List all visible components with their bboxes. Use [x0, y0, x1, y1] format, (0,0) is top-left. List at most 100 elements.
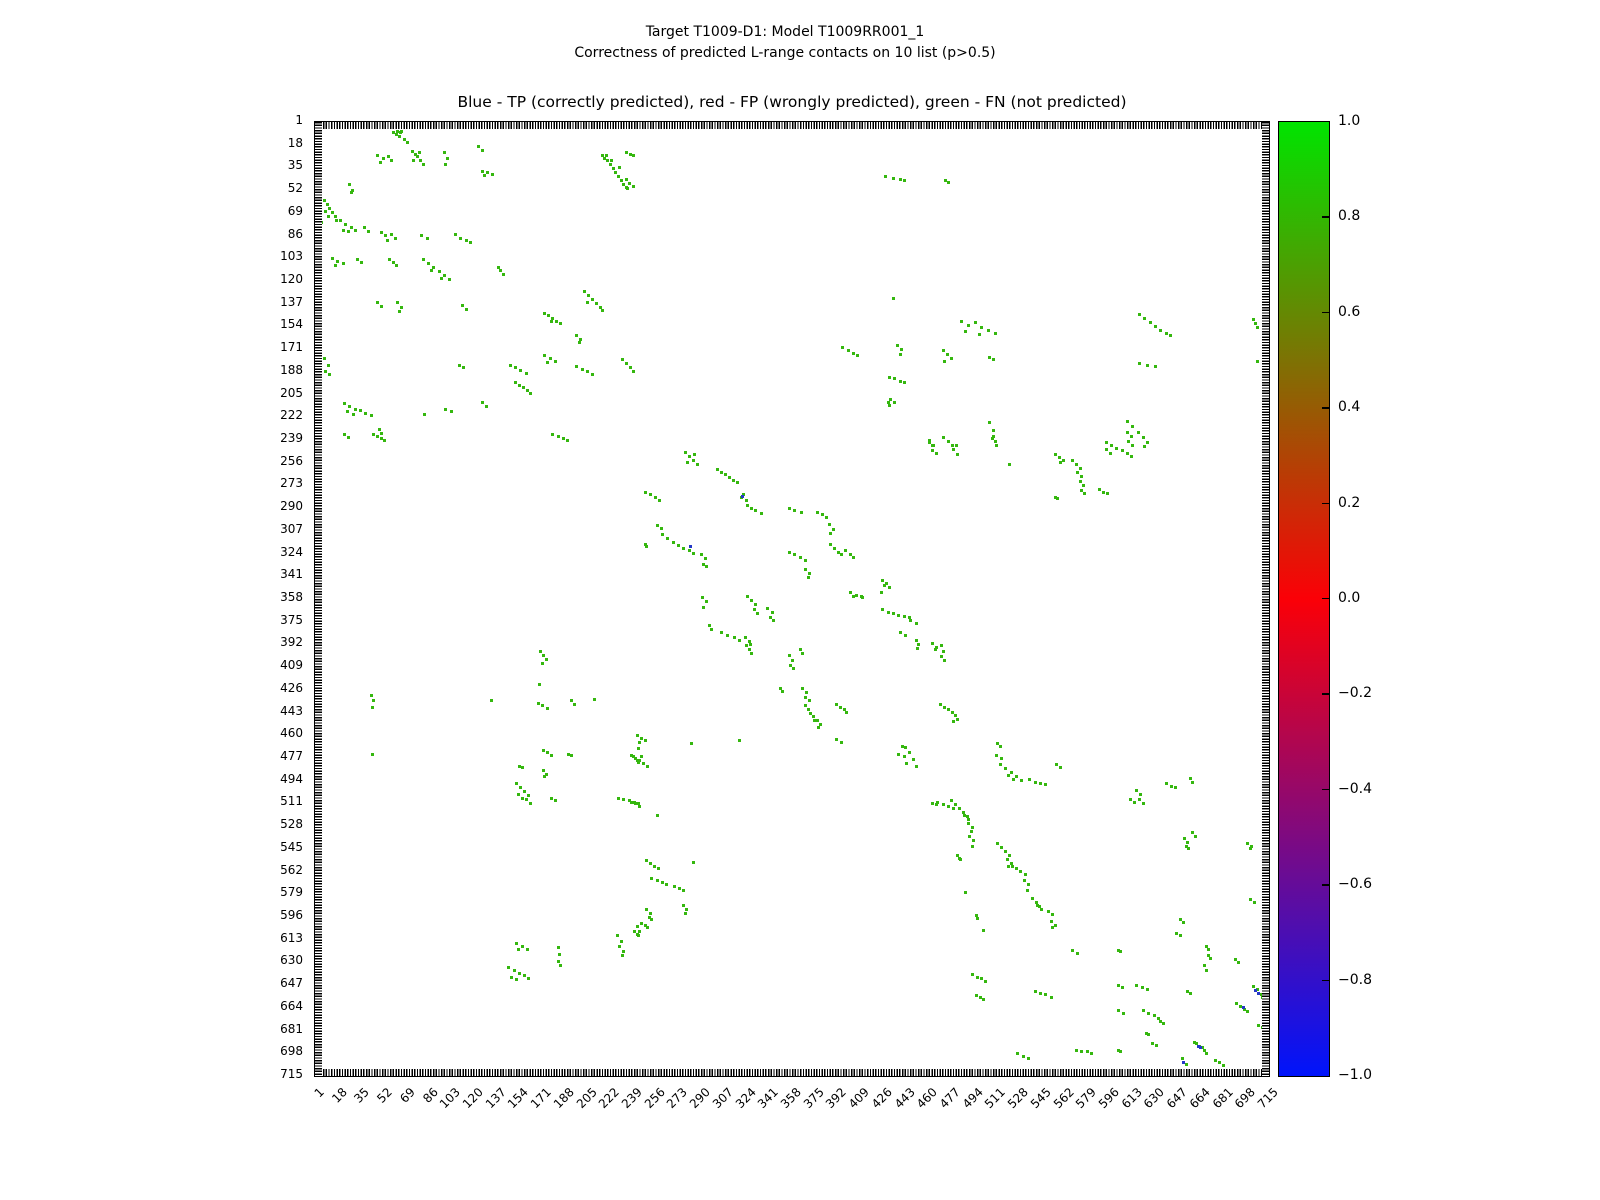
fn-contact-point — [542, 768, 545, 772]
fn-contact-point — [1141, 801, 1145, 805]
figure-title-line1: Target T1009-D1: Model T1009RR001_1 — [645, 24, 925, 40]
fn-contact-point — [346, 435, 350, 439]
fn-contact-point — [615, 934, 619, 938]
fn-contact-point — [961, 811, 965, 815]
fn-contact-point — [1128, 797, 1132, 801]
fn-contact-point — [974, 914, 978, 918]
fn-contact-point — [392, 131, 396, 135]
fn-contact-point — [559, 322, 563, 326]
fn-contact-point — [620, 358, 624, 362]
fn-contact-point — [356, 258, 360, 262]
fn-contact-point — [984, 979, 988, 983]
fn-contact-point — [793, 553, 797, 557]
fn-contact-point — [528, 801, 532, 805]
fn-contact-point — [970, 826, 974, 829]
fn-contact-point — [1164, 781, 1168, 785]
fn-contact-point — [1129, 434, 1133, 438]
fn-contact-point — [624, 362, 628, 366]
fn-contact-point — [1255, 359, 1259, 363]
fn-contact-point — [369, 693, 373, 697]
fn-contact-point — [965, 815, 969, 819]
fn-contact-point — [624, 178, 628, 181]
fn-contact-point — [707, 624, 711, 628]
fn-contact-point — [917, 642, 921, 646]
fn-contact-point — [914, 638, 918, 642]
fn-contact-point — [547, 314, 551, 318]
fn-contact-point — [515, 942, 519, 946]
fn-contact-point — [1259, 993, 1263, 996]
fn-contact-point — [570, 699, 573, 702]
fn-contact-point — [519, 369, 523, 372]
fn-contact-point — [909, 618, 913, 622]
fn-contact-point — [952, 807, 956, 811]
x-tick-label: 222 — [596, 1085, 623, 1112]
fn-contact-point — [1037, 904, 1041, 908]
fn-contact-point — [821, 513, 825, 517]
fn-contact-point — [524, 797, 528, 801]
fn-contact-point — [572, 703, 576, 707]
y-tick-label: 154 — [280, 317, 303, 332]
fn-contact-point — [827, 522, 831, 526]
fn-contact-point — [421, 258, 425, 262]
fn-contact-point — [1251, 985, 1255, 988]
fn-contact-point — [1186, 990, 1189, 994]
fn-contact-point — [957, 807, 961, 811]
fn-contact-point — [893, 401, 897, 405]
fn-contact-point — [811, 715, 815, 719]
fn-contact-point — [655, 814, 659, 817]
y-tick-label: 205 — [280, 385, 303, 400]
fn-contact-point — [949, 799, 953, 803]
fn-contact-point — [898, 630, 902, 634]
fn-contact-point — [643, 490, 647, 494]
axes-title: Blue - TP (correctly predicted), red - F… — [457, 93, 1127, 111]
fn-contact-point — [815, 510, 819, 514]
fn-contact-point — [614, 171, 618, 175]
fn-contact-point — [372, 433, 376, 437]
fn-contact-point — [333, 215, 337, 219]
fn-contact-point — [429, 268, 433, 272]
fn-contact-point — [766, 606, 770, 610]
x-tick-label: 324 — [732, 1085, 759, 1112]
fn-contact-point — [480, 401, 484, 405]
fn-contact-point — [491, 172, 495, 176]
x-tick-label: 562 — [1050, 1085, 1077, 1112]
fn-contact-point — [346, 230, 350, 234]
fn-contact-point — [825, 516, 829, 519]
fn-contact-point — [1235, 1002, 1239, 1006]
fn-contact-point — [608, 163, 612, 167]
fn-contact-point — [416, 155, 420, 159]
fn-contact-point — [1033, 780, 1037, 784]
fn-contact-point — [411, 149, 414, 153]
y-tick-label: 511 — [280, 794, 303, 809]
fn-contact-point — [893, 377, 897, 380]
fn-contact-point — [1143, 445, 1147, 449]
fn-contact-point — [638, 759, 642, 763]
fn-contact-point — [898, 379, 902, 383]
fn-contact-point — [1141, 435, 1145, 439]
fn-contact-point — [579, 338, 583, 342]
fn-contact-point — [554, 799, 557, 803]
fn-contact-point — [941, 435, 945, 439]
x-tick-label: 664 — [1186, 1085, 1213, 1112]
fn-contact-point — [528, 391, 532, 395]
fn-contact-point — [1116, 983, 1120, 987]
fn-contact-point — [1129, 454, 1133, 458]
fn-contact-point — [520, 944, 524, 948]
fn-contact-point — [1047, 910, 1050, 914]
fn-contact-point — [998, 763, 1002, 767]
y-tick-label: 1 — [295, 113, 303, 127]
fn-contact-point — [960, 319, 964, 323]
y-tick-label: 681 — [280, 1021, 303, 1036]
y-tick-label: 290 — [280, 499, 303, 514]
fn-contact-point — [801, 652, 805, 656]
fn-contact-point — [1137, 797, 1141, 801]
fn-contact-point — [1183, 836, 1187, 840]
fn-contact-point — [1179, 918, 1183, 922]
fn-contact-point — [969, 830, 973, 833]
colorbar-tick-mark — [1322, 311, 1329, 314]
fn-contact-point — [1080, 1050, 1084, 1054]
x-tick-label: 307 — [709, 1085, 736, 1112]
fn-contact-point — [1015, 775, 1018, 779]
fn-contact-point — [380, 431, 384, 435]
minor-ticks-top — [315, 122, 1269, 129]
